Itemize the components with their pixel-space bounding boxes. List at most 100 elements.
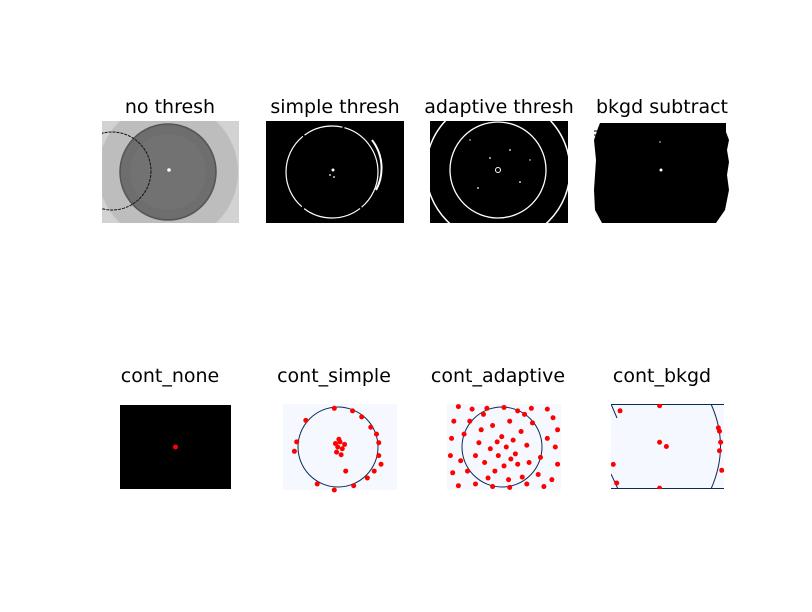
- cont-simple-point-9: [376, 453, 382, 459]
- cont-adaptive-point-10: [555, 461, 561, 467]
- cont-adaptive-point-42: [519, 474, 525, 480]
- cont-simple-point-12: [350, 408, 356, 414]
- cont-adaptive-point-35: [492, 468, 498, 474]
- cont-adaptive-point-52: [535, 472, 541, 478]
- cont-simple-point-16: [335, 444, 341, 450]
- cont-adaptive-point-54: [522, 411, 528, 417]
- cont-adaptive-point-28: [476, 440, 482, 446]
- cont-adaptive-point-45: [461, 431, 467, 437]
- cont-simple-point-5: [364, 475, 370, 481]
- cont-adaptive-point-23: [478, 427, 484, 433]
- cont-bkgd-point-5: [718, 439, 724, 445]
- cont-simple-point-24: [376, 440, 382, 446]
- cont-simple-point-11: [359, 414, 365, 420]
- panel-title-cont-none: cont_none: [121, 365, 219, 387]
- cont-simple-point-8: [373, 431, 379, 437]
- cont-adaptive-point-51: [480, 411, 486, 417]
- panel-cont-none: [120, 405, 231, 489]
- cont-bkgd-point-3: [663, 444, 669, 449]
- cont-adaptive-point-29: [487, 446, 493, 452]
- cont-adaptive-point-15: [490, 484, 496, 490]
- cont-adaptive-point-47: [485, 475, 491, 481]
- panel-simple-thresh-image: [266, 121, 404, 223]
- cont-simple-point-14: [303, 417, 309, 423]
- cont-bkgd-point-7: [719, 467, 724, 473]
- cont-adaptive-point-12: [541, 484, 547, 490]
- panel-title-bkgd-subtract: bkgd subtract: [596, 96, 728, 118]
- cont-adaptive-point-18: [450, 470, 456, 476]
- panel-no-thresh-image: [102, 121, 239, 223]
- cont-adaptive-point-49: [494, 439, 500, 445]
- cont-simple-point-3: [331, 487, 337, 493]
- cont-adaptive-point-25: [507, 418, 513, 424]
- cont-adaptive-point-48: [506, 477, 512, 483]
- cont-adaptive-point-6: [544, 406, 550, 412]
- cont-adaptive-point-0: [455, 404, 461, 410]
- cont-simple-point-6: [371, 468, 377, 474]
- cont-adaptive-point-20: [449, 435, 455, 441]
- cont-adaptive-point-14: [507, 484, 513, 490]
- cont-adaptive-point-38: [526, 459, 532, 465]
- cont-adaptive-point-27: [530, 420, 535, 426]
- cont-simple-point-23: [343, 468, 349, 474]
- cont-adaptive-point-53: [458, 458, 464, 464]
- panel-cont-adaptive: [447, 404, 561, 490]
- cont-adaptive-point-2: [484, 405, 490, 411]
- cont-adaptive-point-50: [508, 456, 514, 462]
- cont-bkgd-point-11: [716, 428, 722, 434]
- cont-simple-point-4: [351, 483, 357, 489]
- panel-title-cont-bkgd: cont_bkgd: [613, 365, 711, 387]
- cont-bkgd-point-2: [657, 439, 663, 445]
- cont-bkgd-point-6: [716, 448, 722, 454]
- cont-adaptive-point-36: [501, 463, 507, 469]
- cont-adaptive-point-32: [512, 451, 518, 457]
- cont-adaptive-point-1: [469, 406, 475, 412]
- cont-adaptive-point-24: [490, 423, 496, 428]
- cont-adaptive-point-4: [515, 408, 521, 414]
- cont-adaptive-point-8: [555, 427, 561, 433]
- cont-adaptive-point-17: [455, 483, 461, 489]
- cont-bkgd-point-10: [657, 485, 663, 489]
- cont-adaptive-point-7: [550, 415, 556, 421]
- cont-adaptive-point-16: [473, 481, 478, 487]
- panel-title-adaptive-thresh: adaptive thresh: [424, 96, 574, 118]
- cont-adaptive-point-21: [451, 418, 457, 424]
- cont-simple-point-22: [342, 441, 348, 447]
- cont-adaptive-point-30: [495, 453, 501, 459]
- cont-adaptive-point-39: [473, 453, 478, 459]
- cont-bkgd-point-1: [657, 404, 663, 409]
- cont-bkgd-point-8: [611, 461, 616, 467]
- cont-simple-point-18: [339, 446, 345, 452]
- cont-adaptive-point-46: [544, 435, 550, 441]
- panel-title-cont-adaptive: cont_adaptive: [431, 365, 565, 387]
- cont-adaptive-point-13: [524, 481, 530, 487]
- cont-adaptive-point-33: [524, 442, 530, 448]
- cont-bkgd-point-0: [617, 408, 623, 414]
- cont-adaptive-point-5: [528, 405, 534, 411]
- panel-adaptive-thresh-image: [430, 121, 568, 223]
- panel-cont-bkgd: [611, 404, 724, 489]
- cont-adaptive-point-22: [467, 418, 473, 424]
- cont-adaptive-point-37: [515, 461, 521, 467]
- cont-adaptive-point-40: [499, 434, 505, 440]
- cont-adaptive-point-31: [503, 444, 509, 450]
- cont-simple-point-0: [294, 439, 300, 445]
- panel-cont-simple: [283, 404, 397, 493]
- cont-simple-point-13: [331, 405, 337, 411]
- cont-simple-point-10: [368, 424, 374, 430]
- cont-bkgd-point-9: [614, 480, 620, 486]
- cont-none-point-0: [173, 444, 178, 450]
- cont-simple-point-7: [378, 461, 384, 467]
- cont-adaptive-point-9: [552, 444, 558, 450]
- panel-bkgd-subtract-image: [594, 121, 731, 223]
- panel-title-simple-thresh: simple thresh: [270, 96, 399, 118]
- cont-simple-point-2: [314, 481, 320, 487]
- cont-adaptive-point-41: [510, 437, 516, 443]
- panel-title-no-thresh: no thresh: [125, 96, 215, 118]
- cont-adaptive-point-19: [447, 453, 453, 459]
- cont-adaptive-point-11: [549, 477, 555, 483]
- cont-adaptive-point-34: [482, 459, 488, 465]
- cont-adaptive-point-43: [465, 468, 471, 474]
- cont-adaptive-point-3: [501, 404, 507, 410]
